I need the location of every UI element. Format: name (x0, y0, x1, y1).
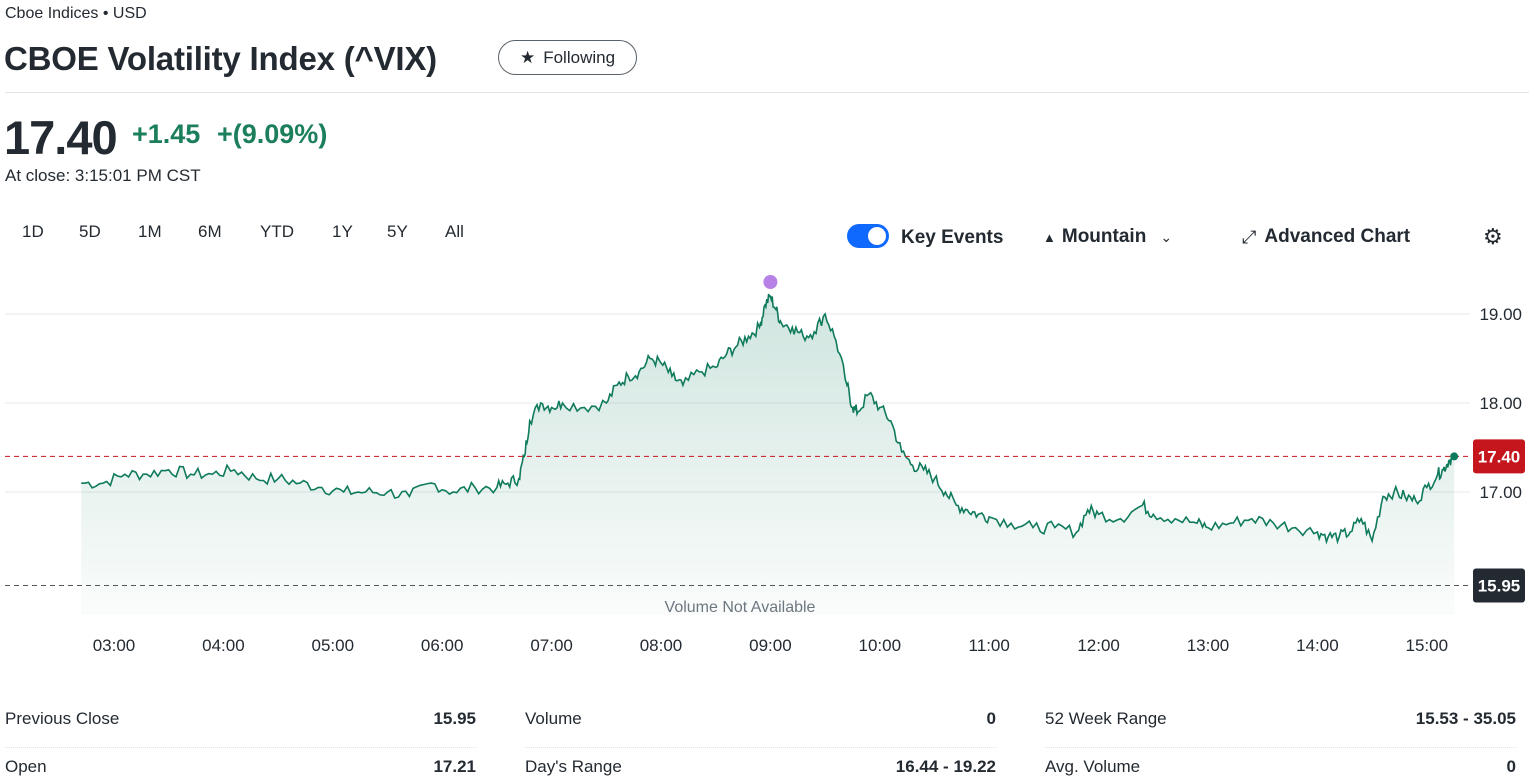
x-tick-label: 05:00 (312, 636, 355, 655)
advanced-chart-button[interactable]: ⤢ Advanced Chart (1242, 226, 1410, 248)
x-tick-label: 04:00 (202, 636, 245, 655)
last-price-dot (1450, 452, 1459, 461)
stat-52-week-range: 52 Week Range 15.53 - 35.05 (1045, 700, 1516, 748)
x-tick-label: 14:00 (1296, 636, 1339, 655)
x-tick-label: 15:00 (1406, 636, 1449, 655)
chart-type-dropdown[interactable]: ▲ Mountain ⌄ (1043, 226, 1172, 248)
x-tick-label: 07:00 (530, 636, 573, 655)
tab-6m[interactable]: 6M (198, 222, 222, 241)
previous-close-label: 15.95 (1473, 568, 1525, 603)
stat-label: Previous Close (5, 709, 120, 728)
current-price: 17.40 (4, 111, 118, 164)
stat-label: Volume (525, 709, 582, 728)
following-button[interactable]: ★ Following (498, 40, 637, 75)
key-events-toggle[interactable] (847, 224, 889, 248)
key-event-marker[interactable] (763, 275, 778, 289)
current-price-label: 17.40 (1473, 439, 1525, 474)
key-events-label: Key Events (901, 227, 1004, 248)
y-tick-label: 18.00 (1479, 394, 1522, 413)
x-tick-label: 10:00 (859, 636, 902, 655)
page-title: CBOE Volatility Index (^VIX) (4, 40, 437, 77)
chart-area (81, 294, 1455, 615)
volume-note: Volume Not Available (665, 599, 816, 616)
stat-label: 52 Week Range (1045, 709, 1167, 728)
y-tick-label: 17.00 (1479, 483, 1522, 502)
stat-label: Avg. Volume (1045, 757, 1141, 776)
chevron-down-icon: ⌄ (1160, 228, 1173, 245)
stat-value: 16.44 - 19.22 (895, 757, 996, 776)
tab-all[interactable]: All (445, 222, 464, 241)
x-tick-label: 09:00 (749, 636, 792, 655)
tab-5y[interactable]: 5Y (387, 222, 408, 241)
mountain-icon: ▲ (1043, 229, 1056, 245)
x-tick-label: 12:00 (1077, 636, 1120, 655)
tab-1m[interactable]: 1M (138, 222, 162, 241)
header-divider (5, 92, 1529, 93)
stat-label: Open (5, 757, 47, 776)
stat-label: Day's Range (525, 757, 622, 776)
price-change-percent: +(9.09%) (217, 119, 328, 149)
stat-volume: Volume 0 (525, 700, 996, 748)
price-chart[interactable]: Volume Not Available 19.00 18.00 17.00 03:… (0, 265, 1529, 665)
gear-icon[interactable]: ⚙ (1483, 224, 1503, 249)
stat-value: 17.21 (433, 757, 476, 776)
previous-close-label-bg (1473, 568, 1525, 603)
x-tick-label: 03:00 (93, 636, 136, 655)
stat-days-range: Day's Range 16.44 - 19.22 (525, 748, 996, 783)
star-icon: ★ (519, 48, 536, 67)
stat-open: Open 17.21 (5, 748, 476, 783)
x-tick-label: 13:00 (1187, 636, 1230, 655)
tab-1y[interactable]: 1Y (332, 222, 353, 241)
advanced-chart-label: Advanced Chart (1264, 226, 1411, 247)
x-tick-label: 06:00 (421, 636, 464, 655)
chart-type-label: Mountain (1061, 226, 1147, 247)
stat-avg-volume: Avg. Volume 0 (1045, 748, 1516, 783)
following-label: Following (543, 47, 616, 67)
stat-previous-close: Previous Close 15.95 (5, 700, 476, 748)
x-tick-label: 08:00 (640, 636, 683, 655)
toggle-knob (868, 227, 886, 245)
chart-line (81, 293, 1455, 545)
previous-close-label-text: 15.95 (1478, 576, 1521, 595)
y-tick-label: 19.00 (1479, 305, 1522, 324)
stat-value: 0 (986, 709, 996, 728)
stat-value: 15.53 - 35.05 (1415, 709, 1516, 728)
close-time: At close: 3:15:01 PM CST (5, 166, 201, 185)
tab-ytd[interactable]: YTD (260, 222, 294, 241)
exchange-label: Cboe Indices • USD (5, 5, 147, 22)
current-price-label-bg (1473, 439, 1525, 474)
stat-value: 0 (1506, 757, 1516, 776)
stat-value: 15.95 (433, 709, 476, 728)
tab-1d[interactable]: 1D (22, 222, 44, 241)
price-change: +1.45 (132, 119, 201, 149)
current-price-label-text: 17.40 (1478, 447, 1521, 466)
tab-5d[interactable]: 5D (79, 222, 101, 241)
expand-arrows-icon: ⤢ (1242, 226, 1257, 247)
x-tick-label: 11:00 (969, 636, 1010, 655)
